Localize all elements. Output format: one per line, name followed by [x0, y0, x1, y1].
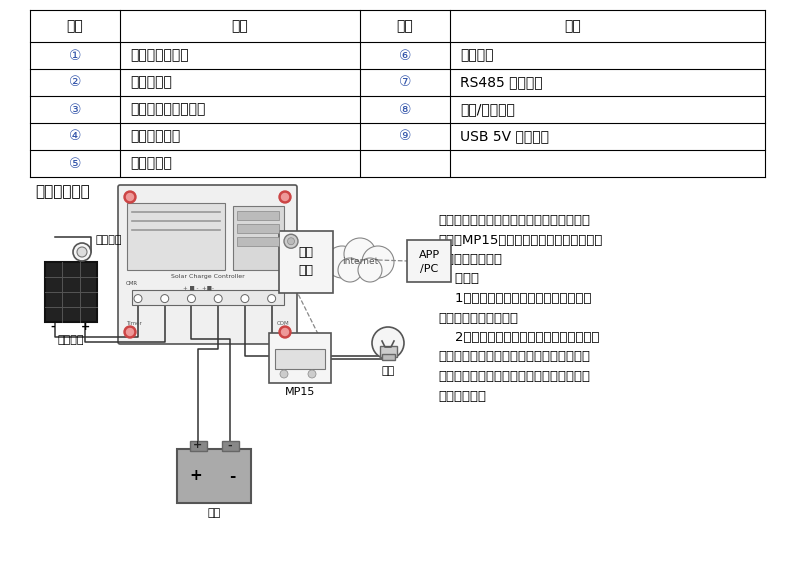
Text: ⑨: ⑨ [399, 129, 411, 144]
Circle shape [241, 295, 249, 302]
FancyBboxPatch shape [381, 354, 395, 359]
FancyBboxPatch shape [127, 203, 225, 270]
FancyBboxPatch shape [132, 290, 284, 305]
Text: internet: internet [342, 257, 378, 267]
Text: ①: ① [69, 48, 81, 62]
Text: Timer: Timer [126, 321, 141, 326]
Text: 网络: 网络 [299, 246, 313, 260]
Text: /PC: /PC [420, 264, 438, 274]
Text: 器；接上外置温度传感器时，内接温度传感: 器；接上外置温度传感器时，内接温度传感 [438, 370, 590, 383]
Text: 探头、MP15（预留）的连接，请注意连接: 探头、MP15（预留）的连接，请注意连接 [438, 234, 602, 246]
Text: USB 5V 输出接口: USB 5V 输出接口 [460, 129, 549, 144]
Text: ⑦: ⑦ [399, 76, 411, 89]
Text: + ■ -  +■-: + ■ - +■- [183, 285, 214, 290]
FancyBboxPatch shape [233, 206, 284, 270]
Text: -: - [228, 440, 233, 451]
Circle shape [284, 234, 298, 248]
Text: 网络连接模块为选购。: 网络连接模块为选购。 [438, 312, 518, 324]
Text: 温度传感器时，系统默认值为内置温度传感: 温度传感器时，系统默认值为内置温度传感 [438, 350, 590, 364]
Text: ④: ④ [69, 129, 81, 144]
Circle shape [77, 247, 87, 257]
Text: 1、外置温度传感器、远程显示单元、: 1、外置温度传感器、远程显示单元、 [438, 292, 591, 305]
FancyBboxPatch shape [177, 449, 251, 503]
Circle shape [268, 295, 276, 302]
Text: 模块: 模块 [299, 264, 313, 278]
FancyBboxPatch shape [237, 211, 279, 220]
Text: APP: APP [419, 250, 439, 260]
Circle shape [73, 243, 91, 261]
Circle shape [344, 238, 376, 270]
Text: 序号: 序号 [66, 19, 83, 33]
Text: -: - [229, 469, 235, 484]
Circle shape [362, 246, 394, 278]
Text: CMR: CMR [126, 280, 138, 286]
FancyBboxPatch shape [221, 440, 238, 451]
Text: RS485 通信接口: RS485 通信接口 [460, 76, 543, 89]
FancyBboxPatch shape [118, 185, 297, 344]
Text: 名称: 名称 [564, 19, 581, 33]
Circle shape [281, 193, 288, 200]
Text: ⑤: ⑤ [69, 156, 81, 170]
Circle shape [188, 295, 196, 302]
Text: +: + [193, 440, 203, 451]
Text: 名称: 名称 [232, 19, 248, 33]
Text: 器自动断开。: 器自动断开。 [438, 389, 486, 403]
Text: 内置温度传感器: 内置温度传感器 [130, 48, 189, 62]
Circle shape [279, 191, 291, 203]
Text: 温度探头: 温度探头 [96, 235, 122, 245]
Circle shape [308, 370, 316, 378]
FancyBboxPatch shape [189, 440, 206, 451]
Circle shape [134, 295, 142, 302]
Text: 蓄电池接口: 蓄电池接口 [130, 156, 172, 170]
FancyBboxPatch shape [237, 224, 279, 233]
Text: 外置温度传感器接口: 外置温度传感器接口 [130, 103, 205, 117]
Text: -: - [50, 322, 55, 332]
Text: +: + [189, 469, 202, 484]
Text: +: + [81, 322, 89, 332]
Text: MP15: MP15 [284, 387, 315, 397]
Circle shape [281, 328, 288, 335]
Circle shape [126, 193, 133, 200]
Text: 负载: 负载 [381, 366, 395, 376]
Text: 二、安装说明: 二、安装说明 [35, 185, 89, 200]
Text: 如左图所示，太阳能、蓄电池、负载、温度: 如左图所示，太阳能、蓄电池、负载、温度 [438, 214, 590, 227]
Text: 电池: 电池 [208, 508, 221, 518]
Circle shape [326, 246, 358, 278]
Text: COM: COM [276, 321, 289, 326]
FancyBboxPatch shape [275, 349, 325, 369]
Text: 光伏阵列接口: 光伏阵列接口 [130, 129, 181, 144]
Circle shape [161, 295, 169, 302]
FancyBboxPatch shape [237, 237, 279, 246]
Text: 太阳能板: 太阳能板 [58, 335, 84, 345]
Text: 负载接口: 负载接口 [460, 48, 494, 62]
Circle shape [279, 326, 291, 338]
FancyBboxPatch shape [269, 333, 331, 383]
Circle shape [372, 327, 404, 359]
Text: ⑥: ⑥ [399, 48, 411, 62]
Text: 安装定位孔: 安装定位孔 [130, 76, 172, 89]
FancyBboxPatch shape [407, 240, 451, 282]
Circle shape [358, 258, 382, 282]
FancyBboxPatch shape [380, 346, 396, 357]
Circle shape [288, 238, 295, 245]
Text: ③: ③ [69, 103, 81, 117]
Text: 开关/设置按键: 开关/设置按键 [460, 103, 515, 117]
Circle shape [338, 258, 362, 282]
Circle shape [126, 328, 133, 335]
Text: 2、外置温度传感器探头接口：未接外置: 2、外置温度传感器探头接口：未接外置 [438, 331, 599, 344]
Circle shape [124, 191, 136, 203]
Circle shape [280, 370, 288, 378]
Circle shape [214, 295, 222, 302]
Text: ⑧: ⑧ [399, 103, 411, 117]
Circle shape [124, 326, 136, 338]
FancyBboxPatch shape [279, 231, 333, 293]
Text: 序号: 序号 [396, 19, 413, 33]
Text: Solar Charge Controller: Solar Charge Controller [171, 275, 244, 279]
FancyBboxPatch shape [45, 262, 97, 322]
Text: 注意：: 注意： [438, 272, 479, 286]
Text: ②: ② [69, 76, 81, 89]
Text: 时勿接错、接反。: 时勿接错、接反。 [438, 253, 502, 266]
